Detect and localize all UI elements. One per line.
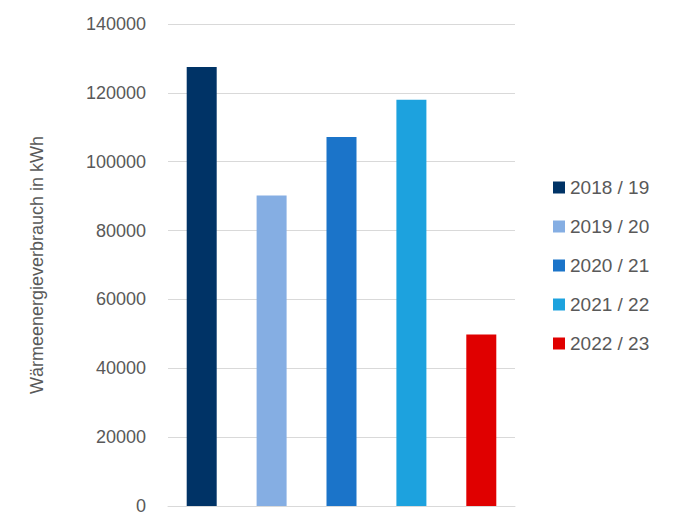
svg-text:140000: 140000 — [86, 14, 146, 34]
svg-text:2019 / 20: 2019 / 20 — [570, 216, 649, 237]
svg-text:2018 / 19: 2018 / 19 — [570, 177, 649, 198]
svg-text:20000: 20000 — [96, 427, 146, 447]
svg-text:80000: 80000 — [96, 221, 146, 241]
svg-text:100000: 100000 — [86, 152, 146, 172]
svg-text:Wärmeenergieverbrauch in kWh: Wärmeenergieverbrauch in kWh — [27, 136, 47, 394]
svg-text:2021 / 22: 2021 / 22 — [570, 294, 649, 315]
svg-text:0: 0 — [136, 496, 146, 516]
svg-text:120000: 120000 — [86, 83, 146, 103]
svg-text:2020 / 21: 2020 / 21 — [570, 255, 649, 276]
svg-text:2022 / 23: 2022 / 23 — [570, 333, 649, 354]
svg-text:40000: 40000 — [96, 358, 146, 378]
svg-text:60000: 60000 — [96, 289, 146, 309]
